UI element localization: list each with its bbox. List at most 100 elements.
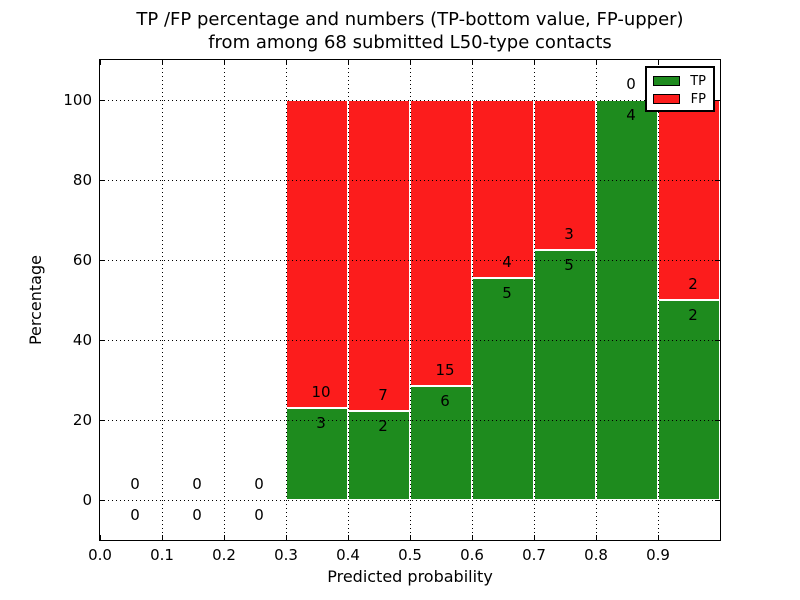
x-tick-mark — [409, 535, 411, 540]
y-tick-mark — [715, 259, 720, 261]
legend-row-tp: TP — [653, 72, 708, 90]
gridline-vertical — [347, 60, 349, 540]
gridline-vertical — [533, 60, 535, 540]
tp-count-annotation: 0 — [254, 506, 264, 524]
tp-count-annotation: 3 — [316, 413, 326, 432]
x-tick-mark — [161, 60, 163, 65]
y-tick-label: 60 — [72, 251, 92, 269]
chart-title-line1: TP /FP percentage and numbers (TP-bottom… — [136, 9, 684, 30]
gridline-vertical — [409, 60, 411, 540]
x-tick-label: 0.7 — [522, 546, 546, 564]
fp-count-annotation: 15 — [435, 360, 455, 379]
gridline-vertical — [161, 60, 163, 540]
x-tick-mark — [347, 535, 349, 540]
y-tick-mark — [100, 259, 105, 261]
bar-segment-fp — [348, 100, 410, 412]
y-tick-mark — [715, 419, 720, 421]
y-tick-label: 40 — [72, 331, 92, 349]
x-tick-mark — [533, 60, 535, 65]
fp-count-annotation: 0 — [254, 475, 264, 493]
bar-segment-fp — [410, 100, 472, 386]
fp-count-annotation: 10 — [311, 382, 331, 401]
y-tick-mark — [100, 499, 105, 501]
y-tick-label: 80 — [72, 171, 92, 189]
x-tick-mark — [471, 535, 473, 540]
y-tick-mark — [100, 419, 105, 421]
x-tick-label: 0.9 — [646, 546, 670, 564]
x-tick-mark — [595, 60, 597, 65]
fp-count-annotation: 0 — [130, 475, 140, 493]
tp-count-annotation: 4 — [626, 106, 636, 124]
chart-title-line2: from among 68 submitted L50-type contact… — [208, 32, 612, 53]
legend-label-fp: FP — [690, 91, 706, 107]
y-tick-mark — [715, 499, 720, 501]
legend-swatch-fp — [653, 94, 680, 104]
x-tick-label: 0.2 — [212, 546, 236, 564]
y-tick-mark — [100, 99, 105, 101]
tp-count-annotation: 5 — [564, 256, 574, 274]
legend: TP FP — [645, 66, 715, 112]
chart-title: TP /FP percentage and numbers (TP-bottom… — [10, 8, 800, 54]
tp-count-annotation: 0 — [130, 506, 140, 524]
tp-count-annotation: 0 — [192, 506, 202, 524]
y-axis-label: Percentage — [26, 255, 45, 346]
bar-segment-tp — [534, 250, 596, 500]
y-tick-mark — [715, 339, 720, 341]
bar-segment-fp — [472, 100, 534, 278]
bar-segment-tp — [596, 100, 658, 500]
gridline-vertical — [471, 60, 473, 540]
x-tick-mark — [99, 60, 101, 65]
bar-segment-tp — [348, 411, 410, 500]
bar-segment-fp — [658, 100, 720, 300]
fp-count-annotation: 7 — [378, 386, 388, 405]
fp-count-annotation: 4 — [502, 252, 512, 271]
x-tick-label: 0.3 — [274, 546, 298, 564]
fp-count-annotation: 0 — [192, 475, 202, 493]
bar-segment-fp — [534, 100, 596, 250]
x-tick-label: 0.0 — [88, 546, 112, 564]
x-tick-mark — [409, 60, 411, 65]
x-tick-mark — [533, 535, 535, 540]
bar-segment-tp — [286, 407, 348, 500]
legend-row-fp: FP — [653, 90, 708, 108]
fp-count-annotation: 3 — [564, 225, 574, 243]
x-tick-mark — [471, 60, 473, 65]
gridline-vertical — [223, 60, 225, 540]
fp-count-annotation: 2 — [688, 275, 698, 293]
y-tick-mark — [715, 179, 720, 181]
x-tick-mark — [223, 535, 225, 540]
y-tick-label: 100 — [63, 91, 92, 109]
y-tick-mark — [100, 179, 105, 181]
x-tick-mark — [161, 535, 163, 540]
x-tick-label: 0.5 — [398, 546, 422, 564]
y-tick-mark — [715, 99, 720, 101]
tp-count-annotation: 5 — [502, 283, 512, 302]
x-axis-label: Predicted probability — [327, 567, 493, 586]
x-tick-label: 0.1 — [150, 546, 174, 564]
x-tick-mark — [347, 60, 349, 65]
x-tick-mark — [657, 535, 659, 540]
tp-count-annotation: 6 — [440, 391, 450, 410]
gridline-vertical — [285, 60, 287, 540]
fp-count-annotation: 0 — [626, 75, 636, 93]
x-tick-mark — [99, 535, 101, 540]
x-tick-mark — [595, 535, 597, 540]
x-tick-mark — [285, 60, 287, 65]
gridline-vertical — [657, 60, 659, 540]
x-tick-label: 0.8 — [584, 546, 608, 564]
x-tick-label: 0.6 — [460, 546, 484, 564]
x-tick-label: 0.4 — [336, 546, 360, 564]
bar-segment-fp — [286, 100, 348, 408]
y-tick-label: 20 — [72, 411, 92, 429]
gridline-vertical — [595, 60, 597, 540]
x-tick-mark — [657, 60, 659, 65]
bar-segment-tp — [658, 300, 720, 500]
y-tick-label: 0 — [82, 491, 92, 509]
tp-count-annotation: 2 — [688, 306, 698, 324]
y-tick-mark — [100, 339, 105, 341]
x-tick-mark — [223, 60, 225, 65]
tp-count-annotation: 2 — [378, 417, 388, 436]
legend-swatch-tp — [653, 76, 680, 86]
bar-segment-tp — [472, 277, 534, 500]
